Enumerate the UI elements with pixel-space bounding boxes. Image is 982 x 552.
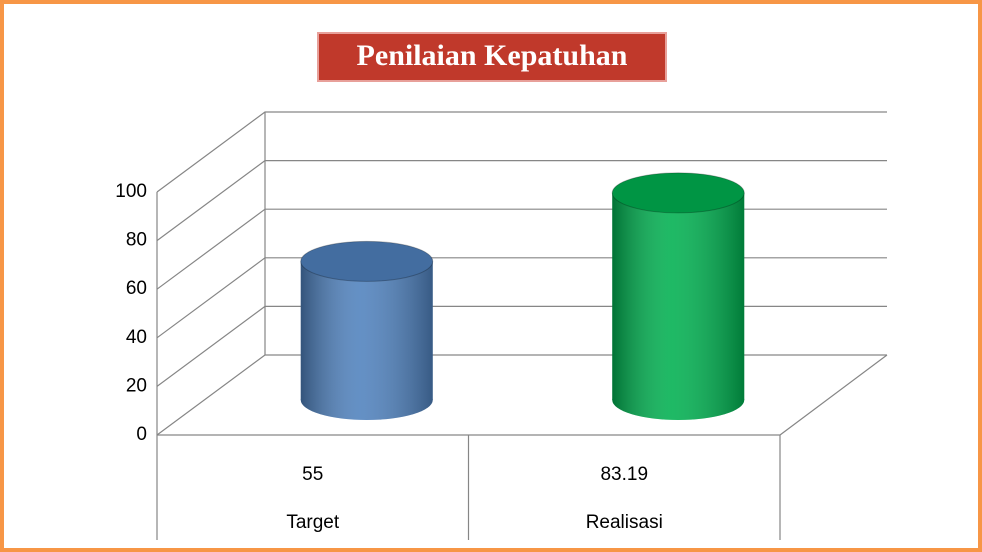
bar-body-shade [612,192,745,400]
grid-line [156,111,887,193]
bar-top [611,172,745,214]
y-tick-label: 80 [126,230,147,251]
grid-line [156,160,887,242]
bar-top [300,240,434,282]
y-tick-label: 40 [126,327,147,348]
y-tick-label: 20 [126,375,147,396]
y-tick-label: 100 [115,181,147,202]
y-tick-label: 60 [126,278,147,299]
data-table-value: 83.19 [600,464,648,485]
title-box [317,32,667,82]
y-tick-label: 0 [136,424,147,445]
data-table-value: 55 [302,464,323,485]
chart-title: Penilaian Kepatuhan [357,39,628,72]
x-tick-label: Realisasi [586,512,663,533]
bar-body-shade [300,261,433,400]
x-tick-label: Target [286,512,340,533]
bar-top-shade [300,241,433,282]
bar-top-shade [612,172,745,213]
